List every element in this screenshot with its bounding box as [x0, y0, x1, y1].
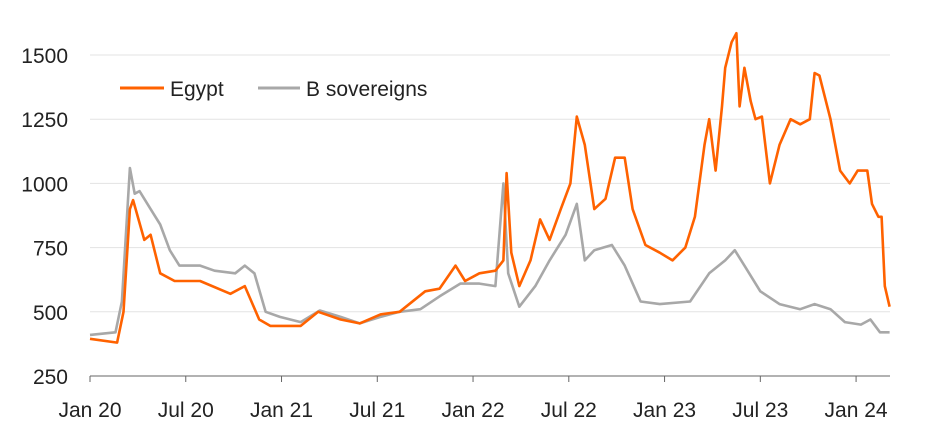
y-tick-label: 1000: [21, 173, 68, 196]
y-tick-label: 500: [33, 302, 68, 325]
y-tick-label: 1500: [21, 45, 68, 68]
y-tick-label: 1250: [21, 109, 68, 132]
x-tick-label: Jul 22: [541, 399, 597, 422]
legend-label-egypt: Egypt: [170, 78, 224, 101]
y-axis-labels: 250 500 750 1000 1250 1500: [21, 45, 68, 389]
series-line-b-sovereigns: [89, 166, 890, 337]
series-line-egypt: [89, 31, 891, 344]
y-tick-label: 750: [33, 238, 68, 261]
x-tick-label: Jan 21: [250, 399, 313, 422]
legend: Egypt B sovereigns: [120, 78, 427, 101]
x-axis: Jan 20 Jul 20 Jan 21 Jul 21 Jan 22 Jul 22 Jan …: [58, 375, 890, 422]
x-tick-label: Jan 23: [633, 399, 696, 422]
series-lines: [89, 31, 891, 344]
y-tick-label: 250: [33, 366, 68, 389]
x-tick-label: Jan 22: [442, 399, 505, 422]
x-tick-label: Jan 20: [58, 399, 121, 422]
x-tick-label: Jul 21: [349, 399, 405, 422]
x-tick-label: Jan 24: [825, 399, 888, 422]
legend-label-b-sovereigns: B sovereigns: [306, 78, 427, 101]
x-tick-label: Jul 23: [732, 399, 788, 422]
x-tick-label: Jul 20: [158, 399, 214, 422]
